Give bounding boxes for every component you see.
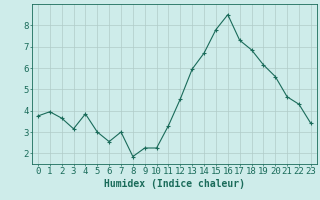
- X-axis label: Humidex (Indice chaleur): Humidex (Indice chaleur): [104, 179, 245, 189]
